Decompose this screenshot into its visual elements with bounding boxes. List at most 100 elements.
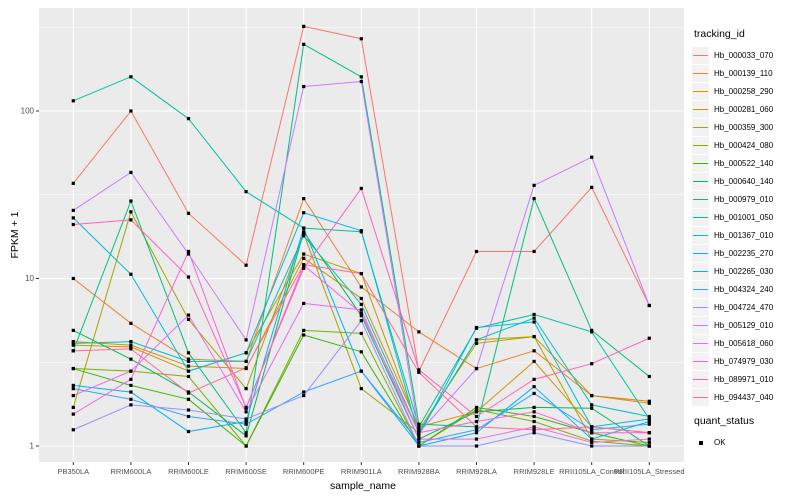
data-point	[532, 425, 536, 429]
data-point	[647, 444, 651, 448]
data-point	[71, 393, 75, 398]
y-tick-label: 100	[21, 107, 35, 116]
legend-key-line-icon	[693, 145, 708, 147]
legend-key-line-icon	[693, 73, 708, 75]
data-point	[359, 311, 363, 315]
data-point	[71, 349, 75, 353]
x-tick-label: RRIM928LA	[456, 467, 497, 476]
data-point	[590, 155, 594, 159]
data-point	[359, 387, 363, 391]
legend-key-swatch	[692, 371, 709, 388]
x-tick-label: PB350LA	[57, 467, 89, 476]
legend-item: Hb_002265_030	[692, 263, 798, 280]
data-point	[244, 431, 248, 435]
data-point	[417, 437, 421, 441]
x-tick-label: RRIM600LE	[168, 467, 209, 476]
y-axis-title: FPKM + 1	[9, 211, 21, 259]
legend-key-line-icon	[693, 217, 708, 219]
legend-key-line-icon	[693, 325, 708, 327]
data-point	[186, 211, 191, 215]
legend-key-line-icon	[693, 343, 708, 345]
legend-item: Hb_000258_290	[692, 83, 798, 100]
data-point	[244, 405, 248, 409]
legend-item-label: Hb_004724_470	[714, 303, 774, 312]
data-point	[417, 431, 421, 435]
quant-status-items: OK	[692, 434, 798, 451]
x-tick-label: RRII105LA_Stressed	[614, 467, 684, 476]
legend-item: Hb_000979_010	[692, 191, 798, 208]
data-point	[647, 414, 651, 419]
legend-item: Hb_004724_470	[692, 299, 798, 316]
data-point	[71, 428, 75, 432]
data-point	[302, 211, 306, 215]
data-point	[302, 390, 306, 394]
legend-key-swatch	[692, 119, 709, 136]
data-point	[532, 334, 536, 339]
data-point	[244, 338, 248, 342]
data-point	[647, 440, 651, 445]
data-point	[359, 308, 363, 312]
data-point	[244, 422, 248, 426]
legend-key-swatch	[692, 83, 709, 100]
data-point	[186, 397, 191, 401]
legend-item-label: Hb_094437_040	[714, 393, 774, 402]
data-point	[590, 403, 594, 407]
legend-key-line-icon	[693, 55, 708, 57]
data-point	[359, 350, 363, 354]
data-point	[532, 428, 536, 432]
data-point	[417, 422, 421, 426]
data-point	[532, 377, 536, 381]
legend-key-line-icon	[693, 127, 708, 129]
data-point	[302, 24, 306, 28]
legend-key-swatch	[692, 155, 709, 172]
data-point	[417, 330, 421, 334]
data-point	[590, 406, 594, 410]
data-point	[417, 370, 421, 375]
data-point	[359, 79, 363, 84]
data-point	[359, 271, 363, 276]
data-point	[129, 109, 133, 113]
data-point	[474, 410, 479, 414]
legend-key-line-icon	[693, 397, 708, 399]
data-point	[474, 428, 479, 432]
data-point	[474, 249, 479, 254]
legend-key-swatch	[692, 137, 709, 154]
legend-item-label: Hb_000424_080	[714, 141, 774, 150]
data-point	[129, 345, 133, 349]
legend-item: Hb_001367_010	[692, 227, 798, 244]
legend-item-label: Hb_002235_270	[714, 249, 774, 258]
legend-item-label: Hb_000522_140	[714, 159, 774, 168]
data-point	[302, 266, 306, 270]
data-point	[71, 181, 75, 185]
black-square-marker-icon	[698, 440, 703, 445]
legend-key-line-icon	[693, 307, 708, 309]
data-point	[302, 256, 306, 260]
data-point	[359, 369, 363, 373]
legend-item-label: Hb_004324_240	[714, 285, 774, 294]
data-point	[71, 383, 75, 388]
data-point	[532, 312, 536, 317]
data-point	[474, 325, 479, 330]
legend-key-line-icon	[693, 91, 708, 93]
data-point	[474, 419, 479, 424]
legend-key-swatch	[692, 335, 709, 352]
data-point	[129, 377, 133, 381]
data-point	[417, 434, 421, 438]
legend-item: Hb_000281_060	[692, 101, 798, 118]
quant-key-swatch	[692, 434, 709, 451]
legend-key-swatch	[692, 47, 709, 64]
data-point	[302, 232, 306, 236]
x-axis-title: sample_name	[330, 480, 396, 492]
data-point	[129, 390, 133, 394]
data-point	[532, 316, 536, 320]
legend-item-label: Hb_005618_060	[714, 339, 774, 348]
data-point	[129, 347, 133, 351]
data-point	[590, 440, 594, 445]
data-point	[71, 341, 75, 345]
data-point	[532, 414, 536, 419]
data-point	[474, 414, 479, 419]
legend-key-swatch	[692, 389, 709, 406]
data-point	[590, 362, 594, 366]
data-point	[244, 387, 248, 391]
data-point	[647, 336, 651, 340]
